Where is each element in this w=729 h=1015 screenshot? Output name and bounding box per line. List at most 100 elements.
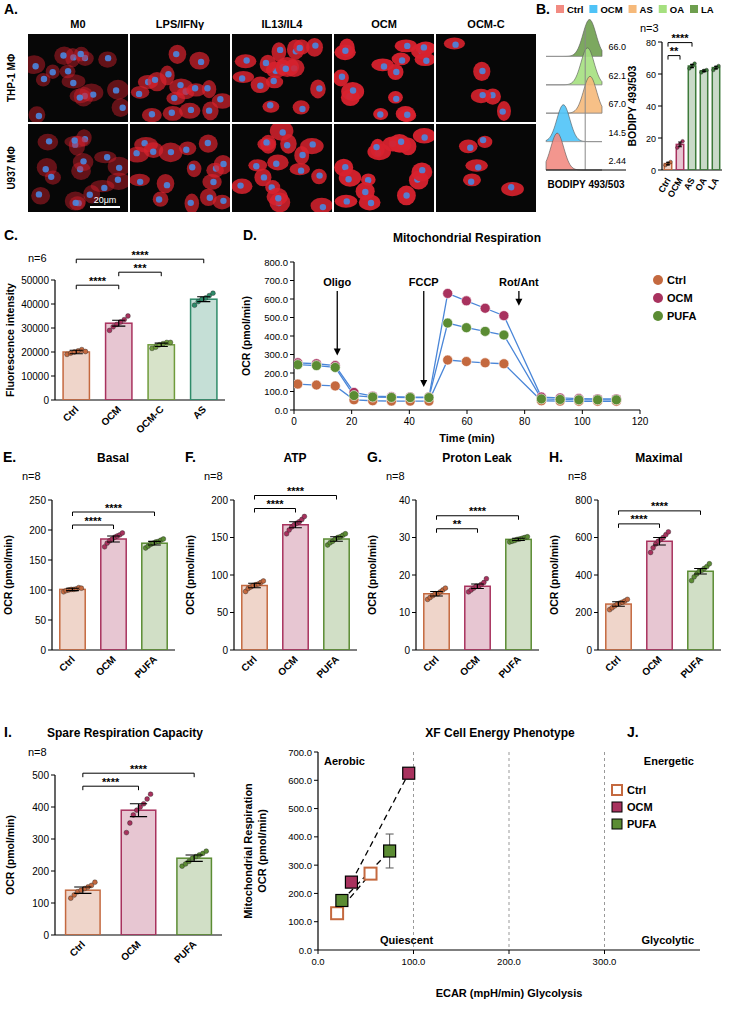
nucleus xyxy=(404,43,410,49)
y-axis-line xyxy=(54,280,55,400)
y-tick-label: 0 xyxy=(43,395,49,406)
point xyxy=(168,340,173,345)
y-tick-label: 100.0 xyxy=(264,386,288,397)
error-bar xyxy=(74,887,91,893)
cell xyxy=(232,179,252,194)
cell xyxy=(471,89,492,103)
chart-subtitle: n=8 xyxy=(204,470,223,482)
marker xyxy=(365,868,377,880)
panel-letter: F. xyxy=(185,449,196,465)
x-tick-label: Ctrl xyxy=(67,938,87,958)
marker xyxy=(499,330,509,340)
y-tick-label: 200 xyxy=(29,525,46,536)
y-tick xyxy=(51,839,55,840)
legend-swatch xyxy=(659,5,667,13)
y-tick xyxy=(412,575,416,576)
legend-label: PUFA xyxy=(667,310,696,322)
cell xyxy=(112,98,128,117)
plot-area xyxy=(331,767,415,919)
y-tick xyxy=(314,836,318,837)
nucleus xyxy=(310,141,316,147)
point xyxy=(302,514,307,519)
column-header: IL13/IL4 xyxy=(262,18,304,30)
nucleus xyxy=(398,139,404,145)
x-tick xyxy=(409,410,410,414)
y-tick-label: 600.0 xyxy=(264,294,288,305)
nucleus xyxy=(475,164,481,170)
x-tick-label: PUFA xyxy=(678,654,705,681)
cell xyxy=(163,106,183,121)
nucleus xyxy=(297,45,303,51)
y-tick xyxy=(314,921,318,922)
sig-label: **** xyxy=(287,485,305,497)
marker xyxy=(424,393,434,403)
cell xyxy=(107,80,128,100)
nucleus xyxy=(41,76,47,82)
bar xyxy=(142,543,167,650)
nucleus xyxy=(156,196,162,202)
scale-bar xyxy=(90,206,120,208)
cell xyxy=(54,47,74,65)
cell xyxy=(187,160,202,177)
nucleus xyxy=(320,204,326,210)
bar xyxy=(606,604,631,650)
panel-letter: C. xyxy=(4,227,18,243)
nucleus xyxy=(284,142,290,148)
nucleus xyxy=(316,172,322,178)
y-tick-label: 20 xyxy=(399,570,411,581)
legend-label: Ctrl xyxy=(627,784,646,796)
x-tick-label: OCM-C xyxy=(134,404,166,436)
x-tick xyxy=(351,410,352,414)
marker xyxy=(386,392,396,402)
nucleus xyxy=(192,85,198,91)
gate-line xyxy=(585,28,586,170)
y-tick xyxy=(48,590,52,591)
chart-subtitle: n=8 xyxy=(568,470,587,482)
bar xyxy=(688,571,713,650)
y-tick xyxy=(658,42,662,43)
nucleus xyxy=(263,60,269,66)
x-tick-label: Ctrl xyxy=(57,653,77,673)
cell xyxy=(395,39,418,52)
cell xyxy=(293,40,309,55)
x-axis-title: BODIPY 493/503 xyxy=(547,179,625,190)
y-tick-label: 150 xyxy=(211,532,228,543)
marker xyxy=(384,845,396,857)
nucleus xyxy=(273,160,279,166)
sig-label: *** xyxy=(134,262,148,274)
grid-line xyxy=(413,752,414,950)
y-axis-line xyxy=(51,500,52,650)
nucleus xyxy=(65,68,71,74)
nucleus xyxy=(403,192,409,198)
y-tick-label: 20 xyxy=(646,134,656,144)
nucleus xyxy=(277,47,283,53)
annotation-arrow xyxy=(423,291,424,381)
cell xyxy=(267,154,289,170)
cell xyxy=(473,62,490,81)
cell xyxy=(356,182,375,200)
cell xyxy=(373,108,388,120)
y-tick-label: 0 xyxy=(43,930,49,941)
y-tick-label: 100 xyxy=(211,570,228,581)
annotation-arrowhead xyxy=(420,380,427,387)
y-tick-label: 200 xyxy=(575,607,592,618)
marker xyxy=(311,380,321,390)
bar xyxy=(688,66,695,170)
marker xyxy=(403,767,415,779)
error-bar xyxy=(694,568,707,574)
error-bar xyxy=(197,297,210,302)
y-tick-label: 400.0 xyxy=(288,831,312,842)
y-tick-label: 30000 xyxy=(21,323,49,334)
x-tick xyxy=(582,410,583,414)
y-tick xyxy=(314,752,318,753)
series-line xyxy=(342,851,390,901)
cell xyxy=(214,155,230,174)
legend-marker xyxy=(612,819,622,829)
point xyxy=(625,597,630,602)
sig-label: **** xyxy=(102,776,120,788)
nucleus xyxy=(204,85,210,91)
y-tick xyxy=(48,530,52,531)
bar xyxy=(676,144,683,170)
legend-label: Ctrl xyxy=(567,4,583,15)
series-line xyxy=(298,293,617,398)
